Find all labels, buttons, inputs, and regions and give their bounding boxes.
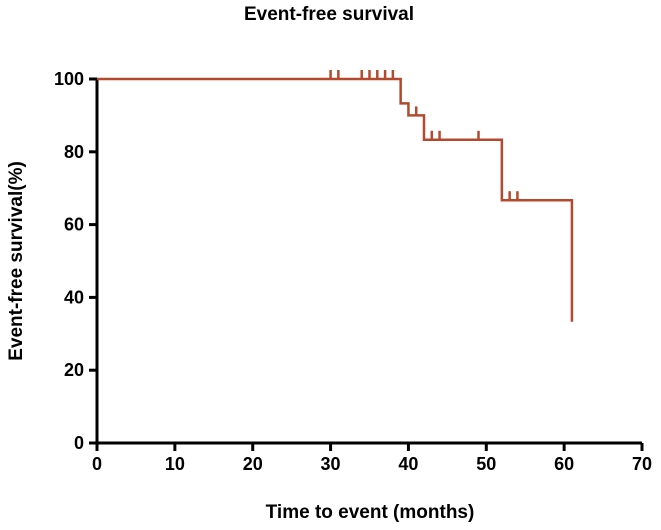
x-tick-label: 40 bbox=[398, 454, 418, 474]
x-tick-label: 30 bbox=[321, 454, 341, 474]
x-axis-label: Time to event (months) bbox=[266, 502, 475, 523]
chart-title: Event-free survival bbox=[244, 4, 414, 25]
plot-area bbox=[97, 70, 574, 322]
y-axis-label: Event-free survival(%) bbox=[6, 161, 27, 361]
y-tick-label: 40 bbox=[64, 287, 84, 307]
y-tick-label: 60 bbox=[64, 215, 84, 235]
x-tick-label: 10 bbox=[165, 454, 185, 474]
y-tick-label: 0 bbox=[74, 433, 84, 453]
x-tick-label: 60 bbox=[554, 454, 574, 474]
y-tick-label: 80 bbox=[64, 142, 84, 162]
x-tick-label: 20 bbox=[243, 454, 263, 474]
x-tick-label: 0 bbox=[92, 454, 102, 474]
axis-ticks: 0 10 20 30 40 50 60 70 0 20 40 60 80 100 bbox=[54, 69, 652, 474]
x-tick-label: 50 bbox=[476, 454, 496, 474]
y-tick-label: 100 bbox=[54, 69, 84, 89]
y-tick-label: 20 bbox=[64, 360, 84, 380]
survival-step-line bbox=[97, 77, 574, 322]
x-tick-label: 70 bbox=[632, 454, 652, 474]
